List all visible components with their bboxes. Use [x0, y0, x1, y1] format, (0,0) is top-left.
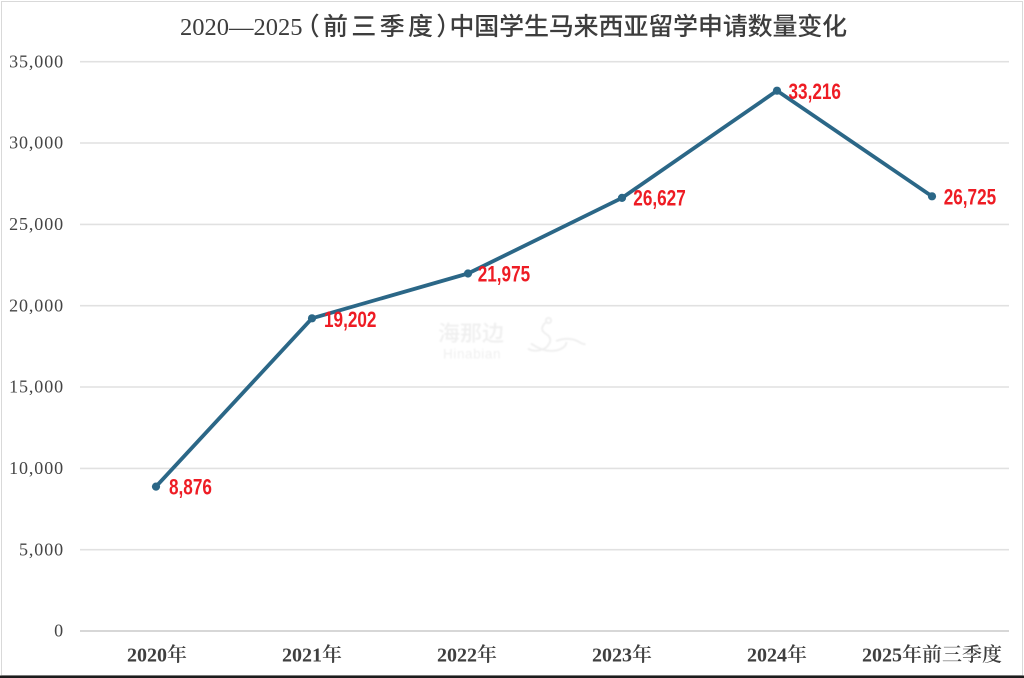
svg-text:2020: 2020	[127, 644, 167, 666]
svg-text:2021: 2021	[282, 644, 322, 666]
svg-text:20,000: 20,000	[9, 295, 64, 315]
svg-text:Hinabian: Hinabian	[443, 347, 501, 362]
svg-text:30,000: 30,000	[9, 133, 64, 153]
svg-text:21,975: 21,975	[478, 263, 530, 288]
svg-text:35,000: 35,000	[9, 51, 64, 71]
svg-text:0: 0	[54, 621, 64, 641]
svg-text:25,000: 25,000	[9, 214, 64, 234]
svg-text:26,627: 26,627	[633, 187, 685, 212]
svg-text:2020—2025: 2020—2025	[180, 14, 303, 41]
svg-text:33,216: 33,216	[789, 80, 841, 105]
svg-text:5,000: 5,000	[19, 539, 64, 559]
svg-text:2022: 2022	[437, 644, 477, 666]
svg-text:26,725: 26,725	[944, 186, 996, 211]
svg-text:2023: 2023	[592, 644, 632, 666]
svg-text:15,000: 15,000	[9, 377, 64, 397]
svg-text:19,202: 19,202	[324, 308, 376, 333]
svg-text:2025: 2025	[862, 644, 902, 666]
svg-text:10,000: 10,000	[9, 458, 64, 478]
svg-text:2024: 2024	[747, 644, 787, 666]
svg-text:8,876: 8,876	[169, 476, 212, 501]
